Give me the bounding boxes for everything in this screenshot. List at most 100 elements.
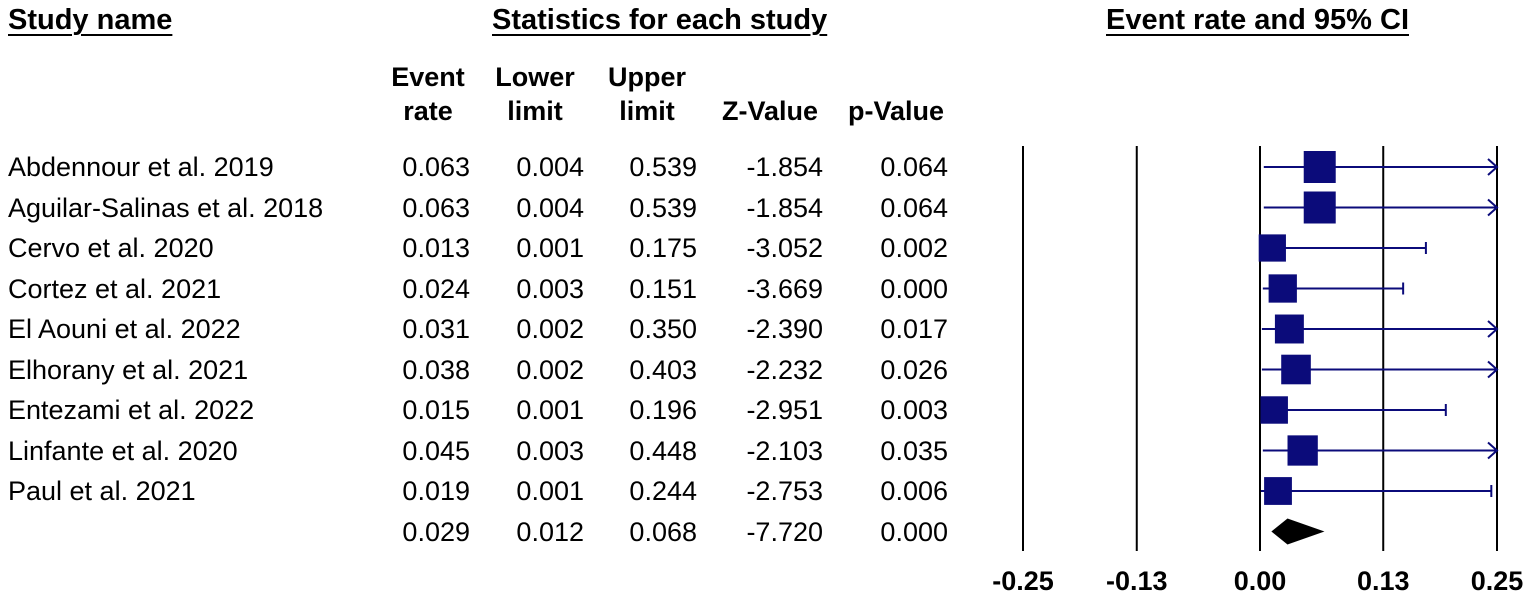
col-upper-limit-line2: limit [619,96,675,126]
z-value-cell: -2.753 [746,476,823,506]
p-value-cell: 0.000 [880,516,948,547]
upper-limit-cell: 0.175 [629,233,697,263]
col-event-rate-header: Event rate [378,60,478,128]
z-value-cell: -2.390 [746,314,823,344]
lower-limit-cell: 0.001 [516,233,584,263]
study-name-cell: Cervo et al. 2020 [8,233,214,263]
lower-limit-cell: 0.001 [516,476,584,506]
col-upper-limit-header: Upper limit [595,60,699,128]
statistics-header: Statistics for each study [492,4,828,36]
lower-limit-cell: 0.003 [516,273,584,304]
study-marker [1287,435,1318,466]
ci-arrow [1487,198,1499,217]
study-marker [1258,234,1286,262]
study-marker [1260,396,1288,424]
study-name-cell: Entezami et al. 2022 [8,395,255,425]
x-tick-label: -0.13 [1106,566,1168,596]
study-marker [1303,191,1336,224]
p-value-cell: 0.017 [880,314,948,344]
table-row: Linfante et al. 2020 0.045 0.003 0.448 -2.10… [0,431,960,471]
z-value-cell: -1.854 [746,192,823,223]
x-tick-label: 0.25 [1471,566,1524,596]
z-value-cell: -7.720 [746,516,823,547]
ci-arrow [1487,441,1499,460]
p-value-cell: 0.006 [880,476,948,506]
table-row: Entezami et al. 2022 0.015 0.001 0.196 -2.95… [0,390,960,430]
z-value-cell: -2.103 [746,435,823,466]
lower-limit-cell: 0.012 [516,516,584,547]
col-z-value-header: Z-Value [721,96,819,126]
x-tick-label: -0.25 [992,566,1054,596]
col-p-value-header: p-Value [847,96,945,126]
study-name-header: Study name [8,4,173,36]
table-row: Abdennour et al. 2019 0.063 0.004 0.539 -1.8… [0,147,960,187]
upper-limit-cell: 0.350 [629,314,697,344]
study-marker [1274,314,1304,344]
lower-limit-cell: 0.002 [516,354,584,385]
lower-limit-cell: 0.002 [516,314,584,344]
study-name-cell: Abdennour et al. 2019 [8,152,274,182]
event-rate-cell: 0.029 [402,516,470,547]
z-value-cell: -3.669 [746,273,823,304]
p-value-cell: 0.064 [880,192,948,223]
z-value-cell: -2.232 [746,354,823,385]
event-rate-cell: 0.063 [402,152,470,182]
lower-limit-cell: 0.001 [516,395,584,425]
ci-arrow [1487,320,1499,338]
z-value-cell: -2.951 [746,395,823,425]
p-value-cell: 0.026 [880,354,948,385]
study-marker [1264,477,1292,505]
event-rate-cell: 0.045 [402,435,470,466]
event-rate-cell: 0.031 [402,314,470,344]
upper-limit-cell: 0.539 [629,152,697,182]
event-rate-cell: 0.015 [402,395,470,425]
event-rate-cell: 0.063 [402,192,470,223]
table-row: El Aouni et al. 2022 0.031 0.002 0.350 -2.39… [0,309,960,349]
upper-limit-cell: 0.151 [629,273,697,304]
study-name-cell: Cortez et al. 2021 [8,273,222,304]
plot-title: Event rate and 95% CI [1106,4,1409,36]
upper-limit-cell: 0.196 [629,395,697,425]
upper-limit-cell: 0.403 [629,354,697,385]
study-name-cell: Paul et al. 2021 [8,476,196,506]
col-event-rate-line2: rate [403,96,453,126]
ci-arrow [1487,158,1499,176]
pooled-diamond [1271,518,1325,545]
z-value-cell: -1.854 [746,152,823,182]
col-event-rate-line1: Event [391,62,465,92]
table-row: Cortez et al. 2021 0.024 0.003 0.151 -3.669 0… [0,269,960,309]
study-name-cell: El Aouni et al. 2022 [8,314,241,344]
ci-arrow [1487,360,1499,379]
col-lower-limit-line1: Lower [495,62,575,92]
event-rate-cell: 0.019 [402,476,470,506]
p-value-cell: 0.035 [880,435,948,466]
lower-limit-cell: 0.003 [516,435,584,466]
event-rate-cell: 0.038 [402,354,470,385]
summary-row: 0.029 0.012 0.068 -7.720 0.000 [0,512,960,552]
event-rate-cell: 0.013 [402,233,470,263]
upper-limit-cell: 0.539 [629,192,697,223]
upper-limit-cell: 0.068 [629,516,697,547]
table-row: Paul et al. 2021 0.019 0.001 0.244 -2.753 0.0… [0,471,960,511]
lower-limit-cell: 0.004 [516,192,584,223]
table-row: Cervo et al. 2020 0.013 0.001 0.175 -3.052 0.… [0,228,960,268]
study-name-cell: Linfante et al. 2020 [8,435,238,466]
study-name-cell: Aguilar-Salinas et al. 2018 [8,192,324,223]
study-marker [1281,354,1311,385]
study-marker [1303,151,1336,183]
table-row: Elhorany et al. 2021 0.038 0.002 0.403 -2.23… [0,350,960,390]
event-rate-cell: 0.024 [402,273,470,304]
col-lower-limit-header: Lower limit [483,60,587,128]
x-tick-label: 0.13 [1357,566,1410,596]
p-value-cell: 0.003 [880,395,948,425]
table-row: Aguilar-Salinas et al. 2018 0.063 0.004 0.5… [0,188,960,228]
col-upper-limit-line1: Upper [607,62,686,92]
p-value-cell: 0.000 [880,273,948,304]
lower-limit-cell: 0.004 [516,152,584,182]
p-value-cell: 0.002 [880,233,948,263]
study-marker [1268,274,1297,303]
upper-limit-cell: 0.448 [629,435,697,466]
z-value-cell: -3.052 [746,233,823,263]
upper-limit-cell: 0.244 [629,476,697,506]
